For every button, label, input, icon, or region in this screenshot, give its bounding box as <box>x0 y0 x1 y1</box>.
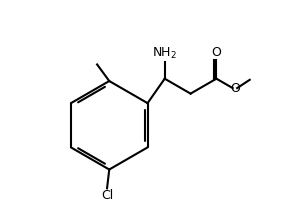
Text: O: O <box>231 82 240 95</box>
Text: Cl: Cl <box>101 190 113 202</box>
Text: NH$_2$: NH$_2$ <box>152 46 177 61</box>
Text: O: O <box>212 46 221 59</box>
